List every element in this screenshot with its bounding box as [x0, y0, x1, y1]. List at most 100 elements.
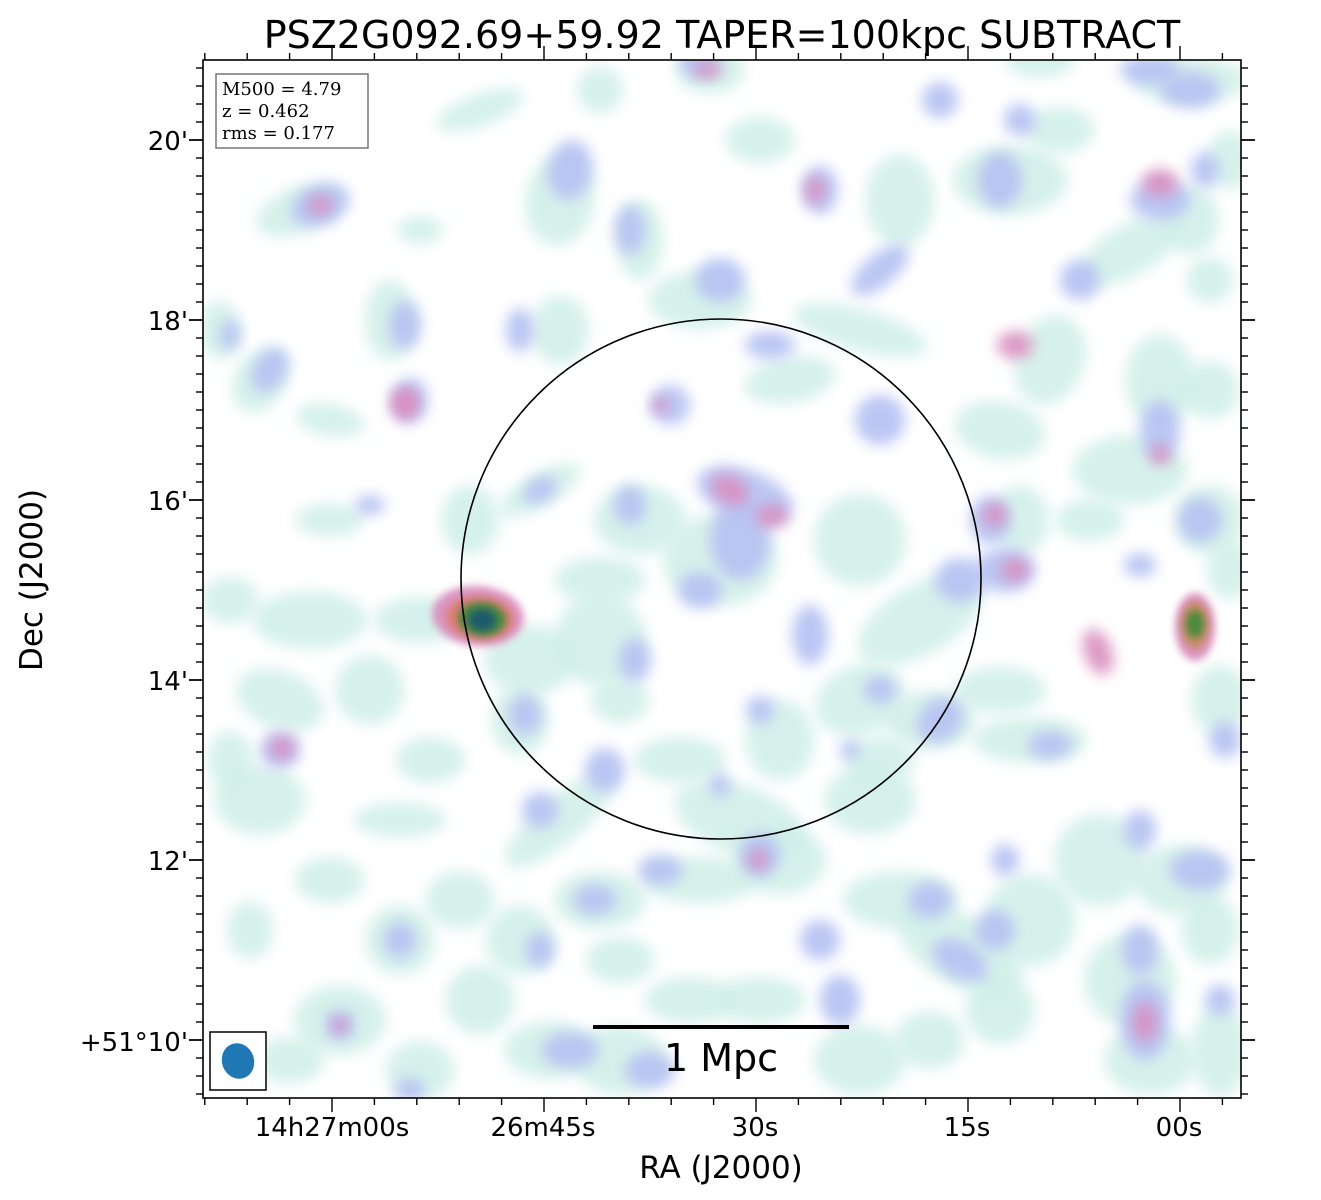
emission-blob [746, 696, 774, 724]
emission-blob [207, 731, 253, 789]
emission-blob [1005, 60, 1075, 78]
emission-blob [1181, 895, 1239, 965]
emission-blob [625, 1052, 675, 1088]
emission-blob [922, 82, 958, 118]
info-line-rms: rms = 0.177 [222, 123, 335, 144]
emission-blob [395, 1078, 425, 1098]
x-tick-label: 00s [1156, 1113, 1203, 1143]
emission-blob [678, 572, 722, 608]
emission-blob [1150, 445, 1170, 465]
emission-blob [1191, 152, 1219, 188]
emission-blob [864, 676, 896, 704]
emission-blob [1124, 810, 1156, 850]
y-tick-label: 18' [148, 307, 188, 337]
scale-bar-label: 1 Mpc [664, 1036, 778, 1080]
emission-blob [1181, 361, 1239, 419]
emission-blob [800, 920, 840, 960]
emission-blob [1001, 558, 1029, 582]
emission-blob [1207, 541, 1241, 599]
emission-blob [1191, 1004, 1241, 1096]
emission-blob [744, 355, 836, 405]
y-tick-label: +51°10' [80, 1028, 188, 1058]
emission-blob [255, 1037, 325, 1083]
emission-blob [573, 885, 617, 915]
emission-blob [484, 625, 576, 695]
chart-title: PSZ2G092.69+59.92 TAPER=100kpc SUBTRACT [264, 13, 1181, 57]
x-tick-label: 14h27m00s [255, 1113, 410, 1143]
emission-blob [978, 152, 1022, 208]
emission-blob [711, 474, 749, 506]
emission-blob [954, 400, 1046, 460]
emission-blob [1140, 400, 1180, 460]
info-line-z: z = 0.462 [222, 101, 310, 122]
emission-blob [1142, 169, 1178, 197]
emission-blob [270, 736, 294, 760]
radio-emission-map [203, 60, 1241, 1098]
emission-blob [991, 485, 1049, 555]
emission-blob [531, 295, 589, 365]
emission-blob [793, 303, 927, 357]
emission-blob [814, 494, 906, 586]
emission-blob [1124, 553, 1156, 577]
emission-blob [710, 773, 730, 797]
emission-blob [1054, 814, 1146, 906]
emission-blob [1078, 213, 1182, 287]
emission-blob [935, 558, 985, 602]
y-tick-label: 12' [148, 847, 188, 877]
emission-blob [1055, 499, 1125, 541]
emission-blob [505, 772, 615, 868]
emission-blob [436, 88, 524, 132]
emission-blob [714, 977, 806, 1023]
emission-blob [506, 308, 534, 352]
emission-blob [908, 882, 952, 918]
emission-blob [1187, 257, 1233, 303]
emission-blob [591, 677, 649, 723]
emission-blob [1170, 850, 1230, 890]
emission-blob [650, 385, 690, 425]
emission-blob [695, 258, 745, 302]
emission-blob [295, 503, 365, 537]
emission-blob [991, 844, 1019, 876]
emission-blob [824, 765, 916, 835]
emission-blob [295, 857, 365, 903]
x-axis-label: RA (J2000) [639, 1150, 803, 1186]
emission-blob [335, 655, 405, 725]
axis-ticks [189, 46, 1255, 1112]
emission-blob [220, 320, 240, 350]
emission-blob [820, 975, 860, 1025]
emission-blob [1125, 334, 1195, 426]
emission-blob [509, 695, 541, 735]
emission-blob [395, 737, 465, 783]
emission-blob [1120, 60, 1180, 85]
beam-ellipse [221, 1043, 255, 1079]
emission-blob [1004, 104, 1036, 136]
emission-blob [389, 301, 421, 349]
emission-blob [295, 403, 365, 437]
emission-blob [855, 395, 905, 445]
emission-blob [395, 390, 415, 410]
emission-blob [1191, 665, 1241, 735]
emission-blob [332, 1017, 348, 1033]
emission-blob [577, 67, 623, 113]
emission-blob [227, 901, 273, 959]
emission-blob [840, 740, 860, 760]
x-tick-label: 30s [732, 1113, 779, 1143]
emission-blob [638, 855, 682, 885]
emission-blob [614, 485, 646, 525]
emission-blob [1186, 610, 1204, 638]
info-line-m500: M500 = 4.79 [222, 79, 341, 100]
emission-blob [468, 608, 496, 632]
emission-blob [644, 977, 736, 1023]
emission-blob [615, 205, 645, 255]
emission-blob [585, 937, 655, 983]
emission-blob [1178, 498, 1222, 542]
plot-frame [202, 59, 1242, 1099]
r500-circle [460, 318, 982, 840]
emission-blob [792, 605, 828, 665]
emission-blob [441, 485, 499, 555]
emission-blob [554, 557, 646, 603]
emission-blob [745, 331, 795, 359]
emission-blob [1060, 260, 1100, 300]
emission-blob [1133, 1002, 1157, 1042]
